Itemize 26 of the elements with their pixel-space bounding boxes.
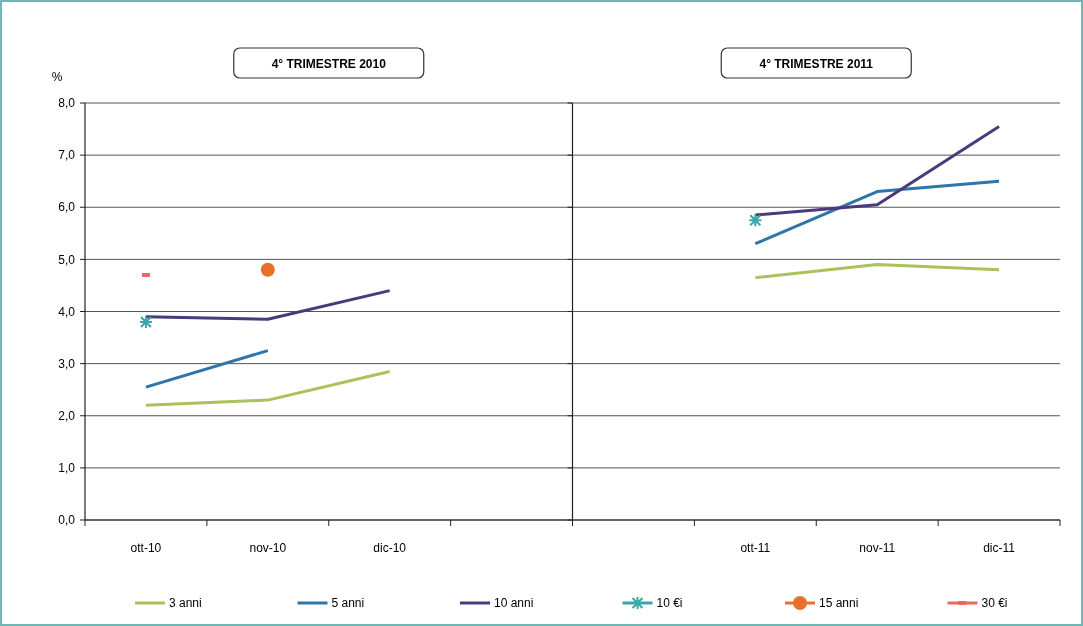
x-tick-label: dic-10 [373, 541, 407, 555]
legend-label: 10 anni [494, 596, 534, 611]
y-tick-label: 4,0 [58, 304, 76, 319]
y-tick-label: 5,0 [58, 252, 76, 267]
x-tick-label: nov-11 [859, 541, 896, 555]
legend-label: 10 €i [656, 596, 683, 611]
chart-title: 4° TRIMESTRE 2010 [271, 57, 387, 71]
y-tick-label: 0,0 [58, 513, 76, 528]
x-tick-label: ott-10 [130, 541, 162, 555]
x-tick-label: dic-11 [983, 541, 1016, 555]
legend-label: 3 anni [169, 596, 202, 611]
y-tick-label: 7,0 [58, 148, 76, 163]
y-tick-label: 1,0 [58, 461, 76, 476]
y-tick-label: 3,0 [58, 356, 76, 371]
x-tick-label: nov-10 [249, 541, 287, 555]
legend-label: 5 anni [331, 596, 365, 611]
chart-title: 4° TRIMESTRE 2011 [759, 57, 874, 71]
y-axis-title: % [51, 70, 63, 84]
point [138, 314, 153, 329]
y-tick-label: 6,0 [58, 200, 76, 215]
point [260, 262, 275, 277]
legend-label: 15 anni [819, 596, 859, 611]
y-tick-label: 2,0 [58, 408, 76, 423]
legend-label: 30 €i [981, 596, 1008, 611]
x-tick-label: ott-11 [740, 541, 771, 555]
y-tick-label: 8,0 [58, 96, 76, 111]
